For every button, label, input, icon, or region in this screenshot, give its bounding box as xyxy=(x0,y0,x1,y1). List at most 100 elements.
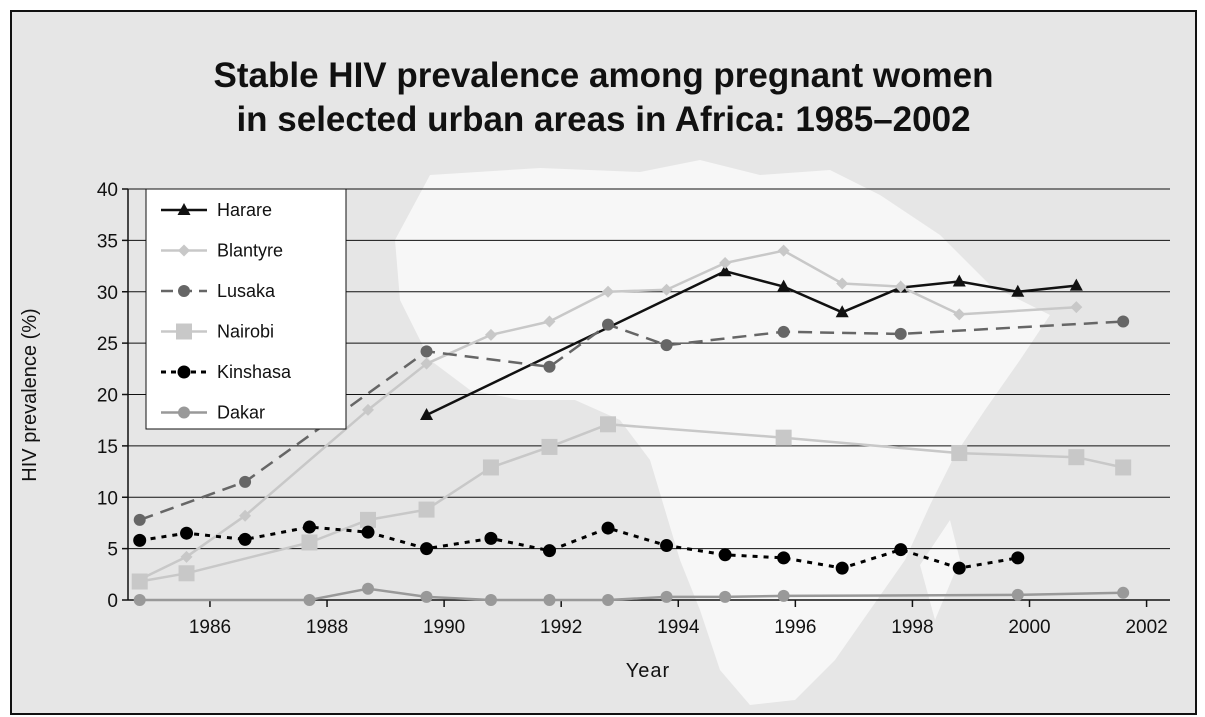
blantyre-point xyxy=(180,550,193,563)
harare-line xyxy=(426,269,1077,417)
kinshasa-point xyxy=(835,561,849,575)
kinshasa-line xyxy=(139,525,1019,570)
kinshasa-point xyxy=(1011,551,1025,565)
x-tick-label: 2000 xyxy=(1008,617,1050,638)
nairobi-point xyxy=(131,573,148,590)
harare-point xyxy=(718,264,732,277)
y-tick-label: 5 xyxy=(107,540,118,561)
legend-marker-nairobi xyxy=(176,323,192,340)
x-tick-label: 1992 xyxy=(540,617,582,638)
kinshasa-point xyxy=(777,551,791,565)
kinshasa-point xyxy=(420,542,434,556)
kinshasa-point xyxy=(660,539,674,553)
kinshasa-point xyxy=(238,532,252,546)
chart-title-line-1: Stable HIV prevalence among pregnant wom… xyxy=(213,56,994,95)
blantyre-point xyxy=(894,280,907,293)
harare-point xyxy=(420,408,434,421)
lusaka-point xyxy=(660,339,673,352)
nairobi-point xyxy=(775,429,792,446)
lusaka-point xyxy=(239,475,252,488)
harare-point xyxy=(1069,278,1083,291)
blantyre-point xyxy=(602,285,615,298)
x-tick-label: 1996 xyxy=(774,617,816,638)
blantyre-point xyxy=(1070,301,1083,314)
blantyre-point xyxy=(836,277,849,290)
kinshasa-point xyxy=(361,525,375,539)
kinshasa-point xyxy=(601,521,615,535)
kinshasa-point xyxy=(180,526,194,540)
dakar-line xyxy=(139,587,1124,602)
harare-point xyxy=(835,305,849,318)
legend: Harare Blantyre Lusaka Nairobi Kinshasa Dakar xyxy=(145,188,347,430)
legend-label-nairobi: Nairobi xyxy=(217,322,274,342)
kinshasa-point xyxy=(718,548,732,562)
x-tick-label: 1990 xyxy=(423,617,465,638)
kinshasa-point xyxy=(542,544,556,558)
lusaka-point xyxy=(894,327,907,340)
nairobi-point xyxy=(301,534,318,551)
x-axis-label: Year xyxy=(626,660,670,682)
nairobi-point xyxy=(600,416,617,433)
dakar-point xyxy=(719,590,732,603)
harare-point xyxy=(1011,284,1025,297)
x-tick-label: 1994 xyxy=(657,617,700,638)
nairobi-point xyxy=(418,501,435,518)
dakar-point xyxy=(602,594,615,606)
lusaka-point xyxy=(1117,315,1130,328)
lusaka-point xyxy=(543,360,556,373)
legend-label-dakar: Dakar xyxy=(217,403,265,423)
blantyre-point xyxy=(543,315,556,328)
nairobi-point xyxy=(482,459,499,476)
lusaka-point xyxy=(602,318,615,331)
nairobi-point xyxy=(178,565,195,582)
y-tick-label: 10 xyxy=(97,488,118,509)
y-tick-label: 25 xyxy=(97,334,118,355)
blantyre-point xyxy=(660,283,673,296)
nairobi-point xyxy=(360,511,377,528)
dakar-point xyxy=(543,594,556,606)
y-tick-label: 20 xyxy=(97,386,118,407)
x-tick-labels: 1986 1988 1990 1992 1994 1996 1998 2000 2002 xyxy=(189,600,1168,638)
dakar-point xyxy=(362,582,375,595)
dakar-point xyxy=(660,590,673,603)
blantyre-point xyxy=(953,308,966,321)
blantyre-point xyxy=(484,328,497,341)
dakar-point xyxy=(133,594,146,606)
y-tick-label: 35 xyxy=(97,231,118,252)
nairobi-point xyxy=(1115,459,1132,476)
nairobi-point xyxy=(951,445,968,462)
blantyre-point xyxy=(777,244,790,257)
series-markers xyxy=(131,244,1132,606)
legend-label-kinshasa: Kinshasa xyxy=(217,362,292,382)
blantyre-point xyxy=(239,509,252,522)
kinshasa-point xyxy=(484,531,498,545)
y-tick-label: 15 xyxy=(97,437,118,458)
dakar-point xyxy=(484,594,497,606)
legend-label-blantyre: Blantyre xyxy=(217,241,283,261)
legend-label-harare: Harare xyxy=(217,200,272,220)
dakar-point xyxy=(1117,586,1130,599)
y-tick-labels: 0 5 10 15 20 25 30 35 40 xyxy=(97,180,128,612)
y-axis-label: HIV prevalence (%) xyxy=(19,308,41,481)
y-tick-label: 40 xyxy=(97,180,118,201)
blantyre-point xyxy=(420,357,433,370)
legend-box xyxy=(145,188,347,430)
blantyre-point xyxy=(362,403,375,416)
legend-marker-kinshasa xyxy=(177,365,191,379)
kinshasa-point xyxy=(952,561,966,575)
lusaka-point xyxy=(133,513,146,526)
kinshasa-point xyxy=(133,533,147,547)
legend-marker-harare xyxy=(177,203,191,215)
nairobi-point xyxy=(1068,449,1085,466)
y-tick-label: 30 xyxy=(97,283,118,304)
kinshasa-point xyxy=(894,543,908,557)
x-tick-label: 1986 xyxy=(189,617,231,638)
nairobi-line xyxy=(139,423,1124,583)
x-tick-label: 2002 xyxy=(1125,617,1167,638)
chart-title-line-2: in selected urban areas in Africa: 1985–… xyxy=(236,100,971,139)
x-tick-label: 1998 xyxy=(891,617,933,638)
lusaka-point xyxy=(420,345,433,358)
nairobi-point xyxy=(541,438,558,455)
kinshasa-point xyxy=(302,520,316,534)
dakar-point xyxy=(1011,588,1024,601)
